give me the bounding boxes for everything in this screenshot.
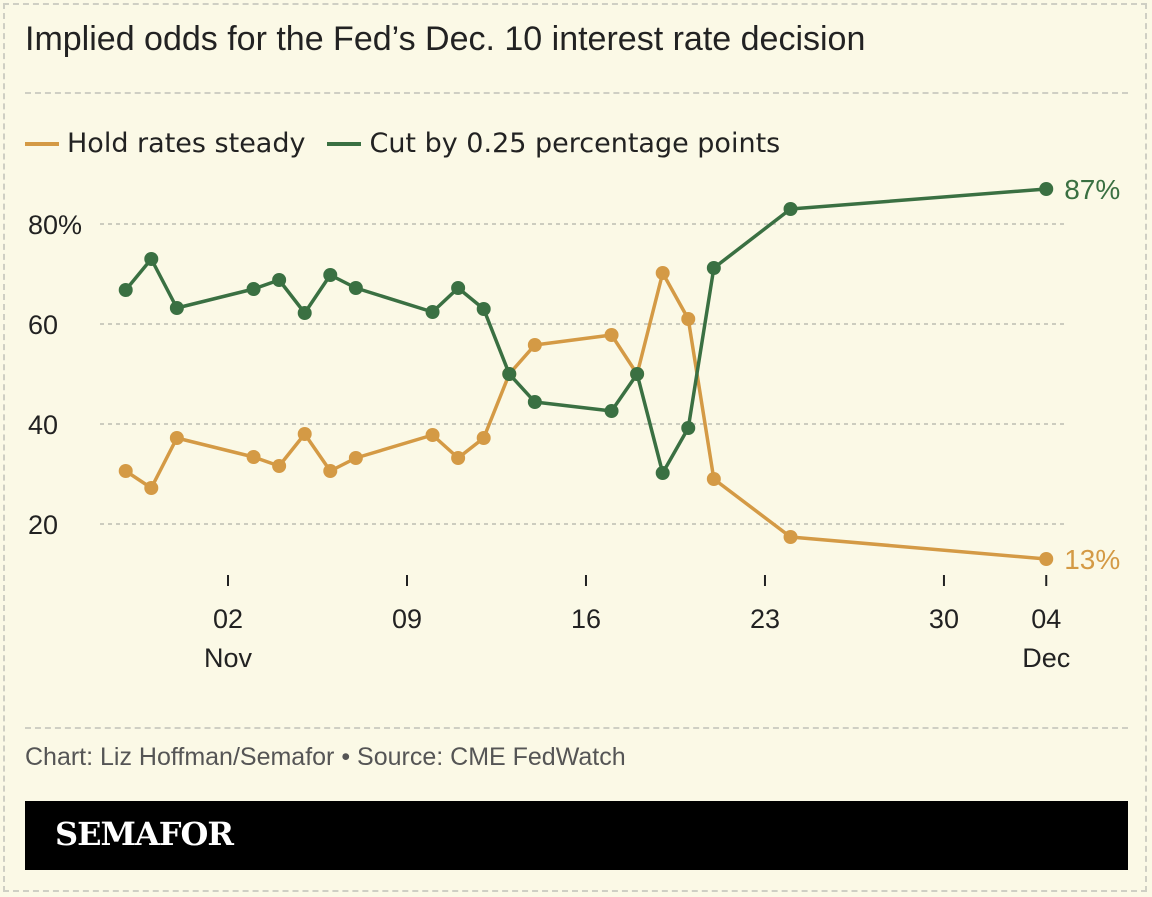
- y-tick-label: 40: [28, 410, 58, 440]
- legend-item-hold: Hold rates steady: [25, 128, 305, 159]
- data-point: [783, 530, 798, 544]
- data-point: [297, 427, 312, 441]
- x-tick-month-label: Dec: [1022, 643, 1070, 673]
- data-point: [502, 367, 517, 381]
- chart-title: Implied odds for the Fed’s Dec. 10 inter…: [25, 20, 866, 58]
- legend-swatch-cut: [327, 141, 362, 146]
- data-point: [706, 261, 721, 275]
- data-point: [451, 281, 466, 295]
- data-point: [169, 431, 184, 445]
- data-point: [425, 428, 440, 442]
- data-point: [604, 404, 619, 418]
- data-point: [118, 283, 133, 297]
- y-tick-label: 60: [28, 310, 58, 340]
- legend-swatch-hold: [25, 141, 59, 146]
- data-point: [1039, 552, 1054, 566]
- data-point: [706, 472, 721, 486]
- data-point: [348, 281, 363, 295]
- data-point: [348, 451, 363, 465]
- data-point: [323, 268, 338, 282]
- data-point: [118, 464, 133, 478]
- end-label: 87%: [1064, 174, 1120, 205]
- data-point: [272, 459, 287, 473]
- x-tick-label: 30: [929, 604, 959, 634]
- chart-credit: Chart: Liz Hoffman/Semafor • Source: CME…: [25, 743, 626, 771]
- legend-label-hold: Hold rates steady: [67, 128, 306, 159]
- data-point: [297, 306, 312, 320]
- data-point: [169, 301, 184, 315]
- data-point: [681, 421, 696, 435]
- data-point: [476, 302, 491, 316]
- series-line-hold: [124, 271, 1047, 561]
- data-point: [630, 367, 645, 381]
- x-tick-label: 04: [1031, 604, 1061, 634]
- data-point: [246, 282, 261, 296]
- data-point: [451, 451, 466, 465]
- data-point: [323, 464, 338, 478]
- chart-frame: [3, 3, 1147, 892]
- data-point: [655, 466, 670, 480]
- data-point: [1039, 182, 1054, 196]
- data-point: [476, 431, 491, 445]
- semafor-logo: SEMAFOR: [55, 815, 234, 853]
- legend-item-cut: Cut by 0.25 percentage points: [327, 128, 780, 159]
- x-tick-label: 16: [571, 604, 601, 634]
- data-point: [272, 273, 287, 287]
- divider: [25, 92, 1128, 94]
- data-point: [527, 395, 542, 409]
- data-point: [425, 305, 440, 319]
- x-tick-label: 23: [750, 604, 780, 634]
- x-tick-label: 09: [392, 604, 422, 634]
- data-point: [783, 202, 798, 216]
- data-point: [246, 450, 261, 464]
- data-point: [604, 328, 619, 342]
- brand-bar: SEMAFOR: [25, 801, 1128, 870]
- series-line-cut: [124, 187, 1047, 475]
- data-point: [655, 266, 670, 280]
- x-tick-month-label: Nov: [204, 643, 253, 673]
- data-point: [144, 252, 159, 266]
- data-point: [144, 481, 159, 495]
- end-label: 13%: [1064, 544, 1120, 575]
- legend-label-cut: Cut by 0.25 percentage points: [369, 128, 781, 159]
- legend: Hold rates steady Cut by 0.25 percentage…: [25, 128, 802, 159]
- y-tick-label: 80%: [28, 210, 82, 240]
- x-tick-label: 02: [213, 604, 243, 634]
- data-point: [681, 312, 696, 326]
- data-point: [527, 338, 542, 352]
- y-tick-label: 20: [28, 510, 58, 540]
- divider: [25, 727, 1128, 729]
